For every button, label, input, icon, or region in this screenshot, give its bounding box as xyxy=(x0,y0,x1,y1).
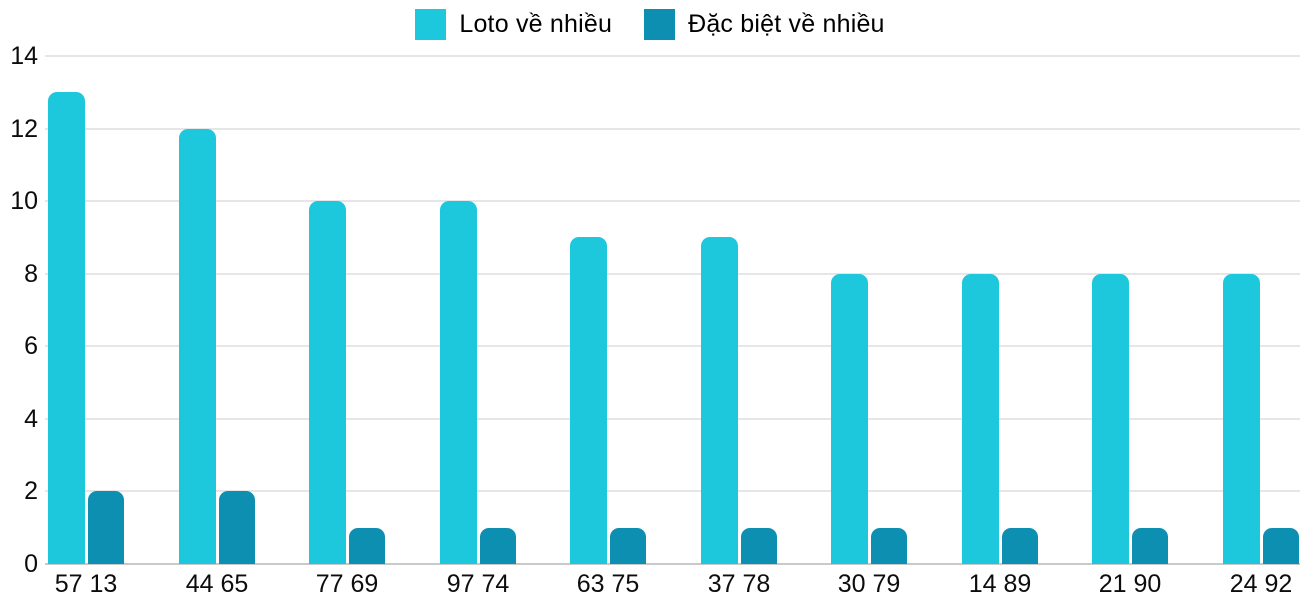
y-tick-label: 4 xyxy=(24,405,38,433)
x-tick-label: 21 90 xyxy=(1098,570,1162,598)
y-tick-label: 10 xyxy=(10,187,38,215)
x-tick-label: 24 92 xyxy=(1229,570,1293,598)
bar-dac-biet-ve-nhieu[interactable] xyxy=(1132,528,1168,564)
bar-dac-biet-ve-nhieu[interactable] xyxy=(1263,528,1299,564)
gridline xyxy=(45,55,1300,57)
gridline xyxy=(45,273,1300,275)
x-tick-label: 97 74 xyxy=(446,570,510,598)
legend-swatch-icon xyxy=(415,8,447,40)
gridline xyxy=(45,418,1300,420)
y-tick-label: 8 xyxy=(24,260,38,288)
bar-dac-biet-ve-nhieu[interactable] xyxy=(219,491,255,564)
bar-loto-ve-nhieu[interactable] xyxy=(831,274,868,564)
gridline xyxy=(45,128,1300,130)
legend-label: Đặc biệt về nhiều xyxy=(688,9,885,38)
bar-dac-biet-ve-nhieu[interactable] xyxy=(741,528,777,564)
bar-loto-ve-nhieu[interactable] xyxy=(701,237,738,564)
gridline xyxy=(45,345,1300,347)
bar-loto-ve-nhieu[interactable] xyxy=(962,274,999,564)
bar-loto-ve-nhieu[interactable] xyxy=(179,129,216,564)
bar-loto-ve-nhieu[interactable] xyxy=(1223,274,1260,564)
x-tick-label: 63 75 xyxy=(576,570,640,598)
bar-dac-biet-ve-nhieu[interactable] xyxy=(610,528,646,564)
x-tick-label: 44 65 xyxy=(185,570,249,598)
y-tick-label: 0 xyxy=(24,550,38,578)
gridline xyxy=(45,490,1300,492)
bar-dac-biet-ve-nhieu[interactable] xyxy=(1002,528,1038,564)
bar-dac-biet-ve-nhieu[interactable] xyxy=(480,528,516,564)
chart-legend: Loto về nhiều Đặc biệt về nhiều xyxy=(0,6,1300,42)
y-tick-label: 14 xyxy=(10,42,38,70)
x-axis-baseline xyxy=(45,563,1300,565)
legend-item: Đặc biệt về nhiều xyxy=(644,8,885,40)
bar-loto-ve-nhieu[interactable] xyxy=(440,201,477,564)
bar-dac-biet-ve-nhieu[interactable] xyxy=(871,528,907,564)
y-tick-label: 6 xyxy=(24,332,38,360)
x-tick-label: 14 89 xyxy=(968,570,1032,598)
bar-loto-ve-nhieu[interactable] xyxy=(309,201,346,564)
legend-label: Loto về nhiều xyxy=(459,9,613,38)
bar-loto-ve-nhieu[interactable] xyxy=(1092,274,1129,564)
x-tick-label: 30 79 xyxy=(837,570,901,598)
gridline xyxy=(45,200,1300,202)
bar-dac-biet-ve-nhieu[interactable] xyxy=(88,491,124,564)
legend-swatch-icon xyxy=(644,8,676,40)
y-tick-label: 2 xyxy=(24,477,38,505)
x-tick-label: 57 13 xyxy=(54,570,118,598)
bar-dac-biet-ve-nhieu[interactable] xyxy=(349,528,385,564)
bar-loto-ve-nhieu[interactable] xyxy=(570,237,607,564)
x-tick-label: 77 69 xyxy=(315,570,379,598)
legend-item: Loto về nhiều xyxy=(415,8,613,40)
x-tick-label: 37 78 xyxy=(707,570,771,598)
y-tick-label: 12 xyxy=(10,115,38,143)
bar-loto-ve-nhieu[interactable] xyxy=(48,92,85,564)
